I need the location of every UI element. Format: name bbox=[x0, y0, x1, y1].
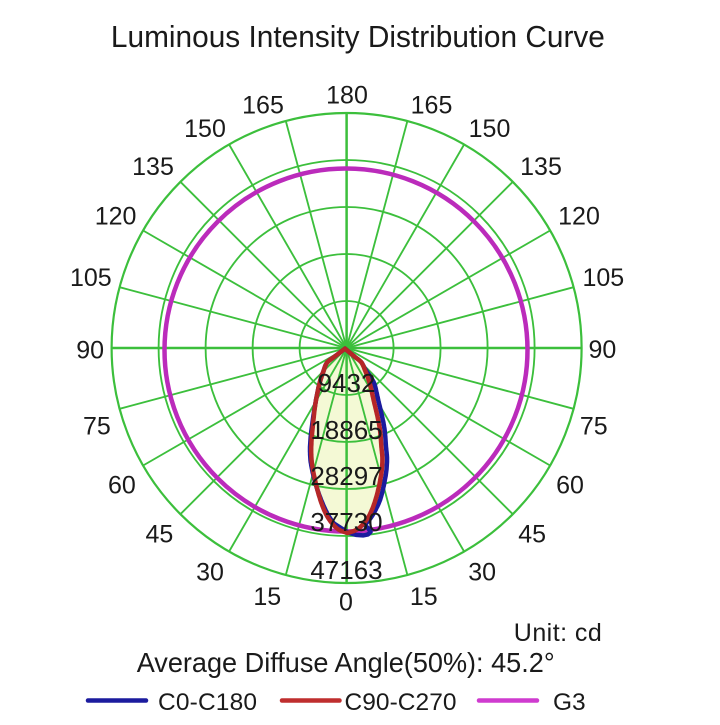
svg-text:105: 105 bbox=[582, 264, 624, 292]
svg-text:28297: 28297 bbox=[310, 461, 382, 491]
svg-text:165: 165 bbox=[411, 92, 453, 120]
svg-text:60: 60 bbox=[108, 471, 136, 499]
svg-text:135: 135 bbox=[132, 153, 174, 181]
svg-text:90: 90 bbox=[588, 336, 616, 364]
svg-text:18865: 18865 bbox=[310, 415, 382, 445]
svg-text:C90-C270: C90-C270 bbox=[345, 689, 457, 716]
svg-text:180: 180 bbox=[326, 82, 368, 110]
svg-text:47163: 47163 bbox=[310, 555, 382, 585]
svg-text:30: 30 bbox=[196, 558, 224, 586]
svg-text:150: 150 bbox=[184, 115, 226, 143]
svg-text:105: 105 bbox=[70, 264, 112, 292]
svg-text:37730: 37730 bbox=[310, 507, 382, 537]
svg-text:120: 120 bbox=[558, 203, 600, 231]
svg-text:15: 15 bbox=[253, 583, 281, 611]
svg-text:Average Diffuse Angle(50%): 45: Average Diffuse Angle(50%): 45.2° bbox=[137, 647, 555, 678]
svg-text:60: 60 bbox=[556, 471, 584, 499]
svg-text:9432: 9432 bbox=[318, 368, 376, 398]
svg-text:Unit: cd: Unit: cd bbox=[514, 619, 602, 647]
svg-text:0: 0 bbox=[339, 589, 353, 617]
svg-text:45: 45 bbox=[518, 521, 546, 549]
svg-text:120: 120 bbox=[95, 203, 137, 231]
svg-text:90: 90 bbox=[76, 337, 104, 365]
svg-text:30: 30 bbox=[468, 558, 496, 586]
svg-text:15: 15 bbox=[410, 583, 438, 611]
svg-text:165: 165 bbox=[242, 92, 284, 120]
svg-text:150: 150 bbox=[469, 115, 511, 143]
svg-text:G3: G3 bbox=[553, 689, 586, 716]
svg-text:75: 75 bbox=[580, 413, 608, 441]
svg-text:135: 135 bbox=[520, 153, 562, 181]
svg-text:75: 75 bbox=[83, 413, 111, 441]
svg-text:45: 45 bbox=[145, 521, 173, 549]
svg-text:C0-C180: C0-C180 bbox=[158, 689, 257, 716]
svg-text:Luminous Intensity Distributio: Luminous Intensity Distribution Curve bbox=[111, 19, 605, 54]
